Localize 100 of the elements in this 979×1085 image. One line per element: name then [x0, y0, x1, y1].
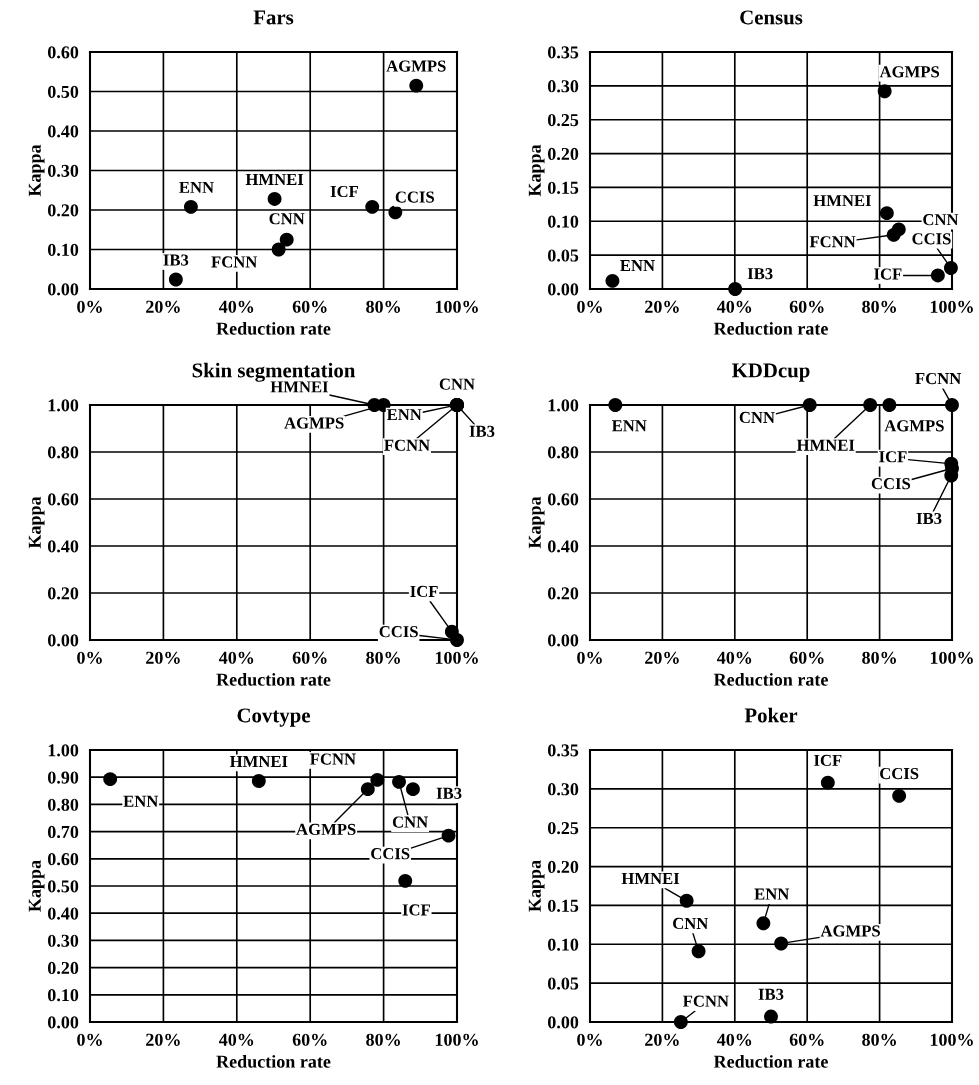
x-tick-label: 40%	[716, 300, 752, 313]
x-tick-label: 0%	[77, 300, 102, 313]
x-tick-label: 20%	[645, 300, 679, 313]
x-tick-label: 80%	[862, 1033, 896, 1046]
x-tick-label: 80%	[862, 651, 896, 664]
x-tick-label: 40%	[218, 651, 254, 664]
x-tick-label: 80%	[366, 651, 400, 664]
y-axis-title: Kappa	[528, 144, 545, 197]
y-tick-label: 0.70	[47, 825, 79, 839]
x-tick-label: 60%	[292, 1033, 327, 1046]
y-tick-label: 0.20	[547, 587, 579, 600]
y-tick-label: 0.10	[47, 243, 79, 257]
annotation: AGMPS	[884, 420, 944, 432]
y-tick-label: 1.00	[48, 744, 79, 757]
y-tick-label: 0.30	[547, 783, 579, 796]
x-tick-label: 100%	[930, 300, 973, 313]
annotation: HMNEI	[813, 195, 871, 207]
annotation: ENN	[386, 409, 422, 421]
y-axis-title: Kappa	[28, 496, 45, 549]
annotation: ENN	[179, 181, 214, 193]
annotation: CNN	[739, 411, 775, 424]
y-tick-label: 0.30	[547, 80, 579, 93]
annotation: ENN	[611, 420, 647, 432]
y-tick-label: 0.15	[547, 181, 579, 194]
x-axis-title: Reduction rate	[713, 322, 828, 335]
x-tick-label: 0%	[77, 1033, 102, 1046]
annotation: AGMPS	[284, 417, 344, 429]
x-axis-title: Reduction rate	[216, 1055, 331, 1068]
y-tick-label: 0.80	[547, 446, 579, 459]
y-tick-label: 0.10	[547, 938, 579, 951]
x-tick-label: 100%	[435, 1033, 478, 1046]
y-tick-label: 0.50	[47, 85, 79, 99]
y-tick-label: 0.20	[47, 961, 79, 975]
annotation: FCNN	[683, 995, 729, 1007]
y-tick-label: 0.50	[47, 880, 79, 893]
annotation: CCIS	[880, 767, 919, 780]
annotation: ICF	[874, 268, 902, 280]
annotation: HMNEI	[796, 439, 855, 451]
x-tick-label: 60%	[292, 651, 327, 664]
chart-title: Poker	[744, 707, 798, 723]
annotation: FCNN	[915, 372, 962, 385]
x-tick-label: 80%	[862, 300, 896, 313]
x-tick-label: 40%	[218, 300, 254, 313]
x-tick-label: 40%	[218, 1033, 254, 1046]
annotation: AGMPS	[296, 823, 356, 836]
y-tick-label: 0.60	[547, 493, 579, 506]
y-tick-label: 0.20	[547, 147, 579, 161]
annotation: FCNN	[211, 256, 258, 268]
x-tick-label: 100%	[435, 300, 478, 313]
y-tick-label: 0.10	[547, 215, 579, 228]
annotation: ICF	[814, 754, 842, 766]
x-tick-label: 20%	[645, 1033, 679, 1046]
y-tick-label: 0.00	[47, 1016, 79, 1029]
annotation: FCNN	[384, 439, 430, 451]
annotation: CCIS	[912, 233, 951, 245]
annotation: AGMPS	[820, 925, 880, 937]
x-tick-label: 60%	[789, 1033, 824, 1046]
annotation: ENN	[123, 795, 159, 807]
y-tick-label: 0.20	[47, 587, 79, 600]
annotation: FCNN	[310, 753, 356, 765]
y-axis-title: Kappa	[528, 860, 545, 912]
x-axis-title: Reduction rate	[216, 673, 331, 686]
y-tick-label: 0.25	[547, 113, 579, 127]
y-tick-label: 0.35	[547, 46, 579, 59]
annotation: ICF	[402, 904, 430, 916]
x-tick-label: 20%	[146, 651, 180, 664]
y-axis-title: Kappa	[528, 496, 545, 549]
chart-title: Fars	[253, 10, 294, 25]
annotation: HMNEI	[245, 173, 304, 185]
x-tick-label: 40%	[716, 651, 752, 664]
x-tick-label: 0%	[577, 1033, 602, 1046]
annotation: CNN	[392, 816, 428, 828]
annotation: IB3	[436, 787, 462, 799]
y-axis-title: Kappa	[28, 144, 45, 197]
chart-title: Skin segmentation	[192, 362, 356, 382]
y-tick-label: 0.20	[47, 204, 79, 217]
x-tick-label: 100%	[930, 651, 973, 664]
y-tick-label: 0.40	[47, 125, 79, 138]
y-tick-label: 0.10	[47, 989, 79, 1002]
annotation: CNN	[439, 378, 475, 390]
annotation: AGMPS	[386, 60, 446, 72]
y-tick-label: 0.60	[47, 46, 79, 59]
chart-title: KDDcup	[732, 363, 810, 382]
x-tick-label: 20%	[146, 300, 180, 313]
y-tick-label: 0.35	[547, 744, 579, 757]
annotation: CCIS	[871, 478, 911, 490]
y-tick-label: 0.30	[47, 164, 79, 178]
y-tick-label: 0.25	[547, 821, 579, 835]
annotation: IB3	[747, 268, 773, 280]
y-tick-label: 0.60	[47, 853, 79, 866]
y-tick-label: 0.40	[547, 540, 579, 553]
y-tick-label: 0.00	[547, 634, 579, 647]
x-tick-label: 100%	[435, 651, 478, 664]
annotation: IB3	[469, 425, 495, 437]
y-tick-label: 1.00	[548, 399, 579, 412]
x-axis-title: Reduction rate	[216, 322, 331, 335]
annotation: FCNN	[809, 236, 856, 248]
y-tick-label: 0.15	[547, 899, 579, 912]
x-axis-title: Reduction rate	[713, 673, 828, 686]
annotation: HMNEI	[229, 756, 288, 767]
